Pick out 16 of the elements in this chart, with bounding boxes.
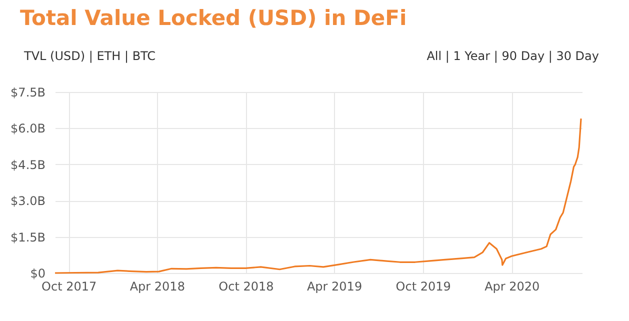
x-tick-label: Apr 2019 — [306, 280, 362, 294]
y-tick-label: $7.5B — [10, 86, 46, 100]
text: All | 1 Year | 90 Day | 30 Day — [426, 49, 599, 63]
line-series — [54, 118, 582, 274]
y-tick-label: $1.5B — [10, 230, 46, 244]
y-tick-label: $6.0B — [10, 122, 46, 136]
y-tick-label: $3.0B — [10, 194, 46, 208]
chart-title: Total Value Locked (USD) in DeFi — [20, 6, 407, 30]
x-tick-label: Oct 2019 — [396, 280, 451, 294]
y-tick-label: $4.5B — [10, 158, 46, 172]
x-tick-label: Oct 2018 — [218, 280, 274, 294]
x-tick-label: Apr 2020 — [484, 280, 540, 294]
y-tick-label: $0 — [30, 266, 46, 280]
text: TVL (USD) | ETH | BTC — [24, 49, 156, 63]
x-tick-label: Apr 2018 — [130, 280, 185, 294]
x-tick-label: Oct 2017 — [42, 280, 97, 294]
